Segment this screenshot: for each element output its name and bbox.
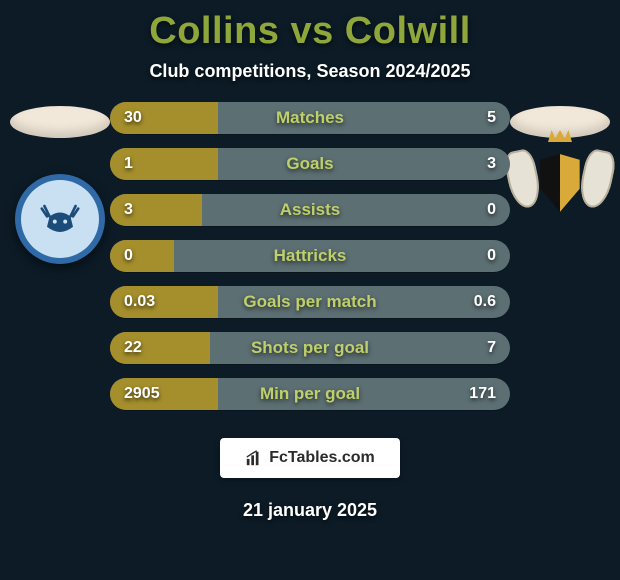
stat-row-highlight (110, 240, 174, 272)
stat-row: 305Matches (110, 102, 510, 134)
comparison-card: Collins vs Colwill Club competitions, Se… (0, 0, 620, 580)
watermark-text: FcTables.com (269, 449, 375, 467)
griffin-right-icon (576, 148, 617, 211)
stat-left-value: 1 (124, 148, 133, 180)
stat-right-value: 0 (487, 194, 496, 226)
stat-left-value: 30 (124, 102, 142, 134)
stat-left-value: 0 (124, 240, 133, 272)
stat-right-value: 0 (487, 240, 496, 272)
page-subtitle: Club competitions, Season 2024/2025 (0, 55, 620, 100)
shield-icon (538, 154, 582, 212)
stat-row: 30Assists (110, 194, 510, 226)
stat-right-value: 7 (487, 332, 496, 364)
club-crest-left-inner (21, 180, 99, 258)
stat-row: 0.030.6Goals per match (110, 286, 510, 318)
stat-right-value: 0.6 (474, 286, 496, 318)
club-crest-left (15, 174, 105, 264)
page-title: Collins vs Colwill (0, 6, 620, 55)
stat-left-value: 22 (124, 332, 142, 364)
stat-right-value: 171 (469, 378, 496, 410)
stat-left-value: 0.03 (124, 286, 155, 318)
left-player-column (0, 100, 120, 264)
stat-bars: 305Matches13Goals30Assists00Hattricks0.0… (110, 100, 510, 410)
stat-right-value: 3 (487, 148, 496, 180)
stat-row: 2905171Min per goal (110, 378, 510, 410)
stat-row: 13Goals (110, 148, 510, 180)
stat-left-value: 2905 (124, 378, 160, 410)
watermark-badge: FcTables.com (220, 438, 400, 478)
right-player-column (500, 100, 620, 228)
stag-icon (34, 203, 86, 235)
footer-date: 21 january 2025 (0, 500, 620, 521)
stat-right-value: 5 (487, 102, 496, 134)
comparison-arena: 305Matches13Goals30Assists00Hattricks0.0… (0, 100, 620, 410)
stat-row: 00Hattricks (110, 240, 510, 272)
crown-icon (548, 130, 572, 142)
stat-left-value: 3 (124, 194, 133, 226)
bar-chart-icon (245, 449, 263, 467)
club-crest-right (510, 138, 610, 228)
player-silhouette-left (10, 106, 110, 138)
stat-row: 227Shots per goal (110, 332, 510, 364)
